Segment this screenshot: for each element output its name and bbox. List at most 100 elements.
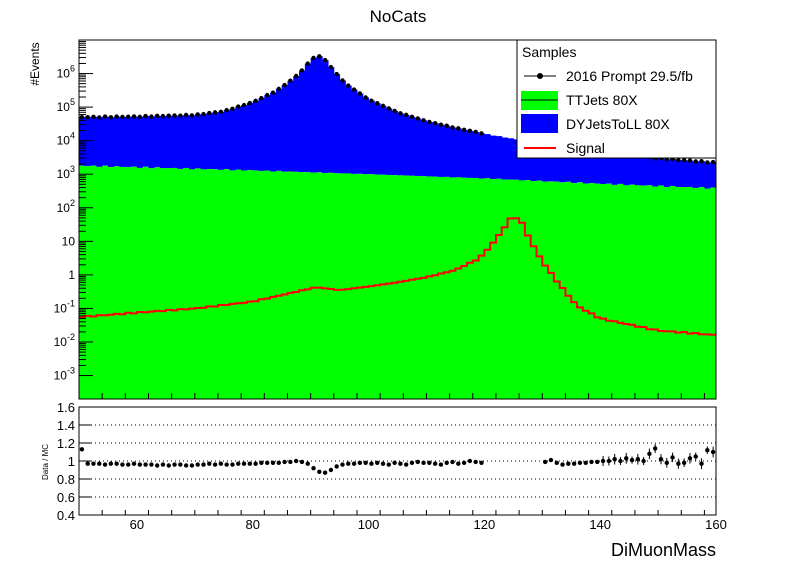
data-point bbox=[710, 159, 716, 165]
dyjets-bin bbox=[206, 113, 213, 170]
dyjets-bin bbox=[293, 76, 300, 172]
dyjets-bin bbox=[131, 116, 138, 167]
ratio-point bbox=[357, 460, 363, 465]
dyjets-bin bbox=[658, 158, 665, 186]
data-point bbox=[126, 114, 131, 119]
ratio-point bbox=[259, 460, 264, 465]
dyjets-bin bbox=[79, 117, 86, 166]
ratio-point bbox=[629, 457, 635, 463]
ttjets-bin bbox=[235, 169, 242, 399]
ratio-point bbox=[641, 458, 646, 464]
ratio-plot-pad: 0.4 0.6 0.8 1 1.2 1.4 1.6 60 80 100 120 140 160 bbox=[57, 400, 727, 532]
dyjets-bin bbox=[194, 114, 202, 169]
ttjets-bin bbox=[443, 176, 451, 399]
dyjets-bin bbox=[275, 88, 283, 171]
ttjets-bin bbox=[339, 173, 346, 399]
ratio-point bbox=[189, 463, 195, 468]
data-point bbox=[450, 125, 455, 130]
ratio-point bbox=[247, 461, 253, 466]
ratio-y-axis-title: Data / MC bbox=[41, 444, 50, 480]
data-point bbox=[432, 120, 438, 126]
ratio-point bbox=[403, 462, 409, 467]
x-tick-label: 140 bbox=[589, 517, 611, 532]
ttjets-bin bbox=[675, 187, 682, 399]
dyjets-bin bbox=[461, 129, 468, 178]
ratio-point bbox=[681, 460, 687, 465]
ttjets-bin bbox=[131, 166, 138, 399]
ratio-point bbox=[577, 460, 583, 465]
dyjets-bin bbox=[577, 148, 584, 183]
ttjets-bin bbox=[380, 174, 387, 399]
ratio-point bbox=[664, 460, 669, 465]
data-point bbox=[456, 126, 461, 131]
dyjets-bin bbox=[264, 95, 271, 171]
ttjets-bin bbox=[605, 183, 613, 399]
ttjets-bin bbox=[611, 184, 619, 399]
dyjets-bin bbox=[113, 116, 121, 167]
ratio-point bbox=[380, 461, 386, 466]
ttjets-bin bbox=[658, 185, 665, 399]
dyjets-bin bbox=[299, 70, 306, 173]
ttjets-bin bbox=[333, 173, 341, 399]
data-point bbox=[461, 127, 467, 132]
data-point bbox=[293, 73, 299, 79]
ttjets-bin bbox=[432, 176, 439, 399]
dyjets-bin bbox=[310, 57, 317, 173]
ttjets-bin bbox=[310, 172, 317, 399]
ratio-point bbox=[293, 458, 299, 464]
ttjets-bin bbox=[351, 173, 358, 399]
x-tick-label: 160 bbox=[705, 517, 727, 532]
x-axis-title: DiMuonMass bbox=[611, 540, 716, 560]
ttjets-bin bbox=[663, 187, 671, 399]
ratio-point bbox=[652, 446, 658, 451]
ttjets-bin bbox=[304, 171, 312, 399]
ratio-point bbox=[427, 460, 432, 465]
ttjets-bin bbox=[640, 185, 648, 399]
ttjets-bin bbox=[438, 176, 445, 399]
ratio-point bbox=[346, 461, 351, 466]
ratio-point bbox=[253, 461, 258, 466]
legend-marker-data-dot bbox=[537, 73, 543, 79]
ttjets-bin bbox=[652, 186, 659, 399]
data-point bbox=[201, 111, 206, 117]
ratio-point bbox=[473, 459, 478, 465]
ratio-point bbox=[322, 470, 328, 475]
ratio-point bbox=[606, 458, 612, 464]
data-point bbox=[114, 114, 119, 119]
dyjets-bin bbox=[559, 146, 566, 183]
dyjets-bin bbox=[536, 143, 543, 181]
ratio-y-tick-label: 1.2 bbox=[57, 436, 75, 451]
ttjets-bin bbox=[299, 172, 306, 399]
dyjets-bin bbox=[246, 103, 254, 171]
ratio-point bbox=[334, 464, 339, 469]
dyjets-bin bbox=[235, 106, 242, 170]
ttjets-bin bbox=[588, 183, 595, 399]
data-point bbox=[386, 106, 392, 111]
x-tick-label: 60 bbox=[130, 517, 144, 532]
data-point bbox=[693, 159, 698, 164]
ttjets-bin bbox=[212, 169, 219, 399]
ttjets-bin bbox=[687, 186, 694, 399]
y-tick-label: 10-3 bbox=[54, 366, 75, 383]
y-tick-label: 105 bbox=[57, 97, 75, 114]
dyjets-bin bbox=[281, 85, 288, 172]
ttjets-bin bbox=[102, 165, 109, 399]
dyjets-bin bbox=[663, 159, 671, 188]
dyjets-bin bbox=[600, 152, 607, 185]
dyjets-bin bbox=[391, 110, 398, 176]
dyjets-bin bbox=[183, 114, 190, 168]
ttjets-bin bbox=[160, 168, 167, 399]
dyjets-bin bbox=[403, 114, 410, 176]
dyjets-bin bbox=[605, 152, 613, 184]
ttjets-bin bbox=[258, 170, 265, 399]
data-point bbox=[212, 110, 218, 115]
signal-series-line bbox=[79, 217, 716, 336]
ttjets-bin bbox=[206, 169, 213, 399]
dyjets-bin bbox=[177, 115, 184, 169]
dyjets-bin bbox=[125, 116, 132, 168]
data-point bbox=[195, 112, 200, 117]
ratio-point bbox=[224, 462, 229, 467]
ratio-point bbox=[85, 461, 90, 466]
data-point bbox=[166, 113, 171, 118]
